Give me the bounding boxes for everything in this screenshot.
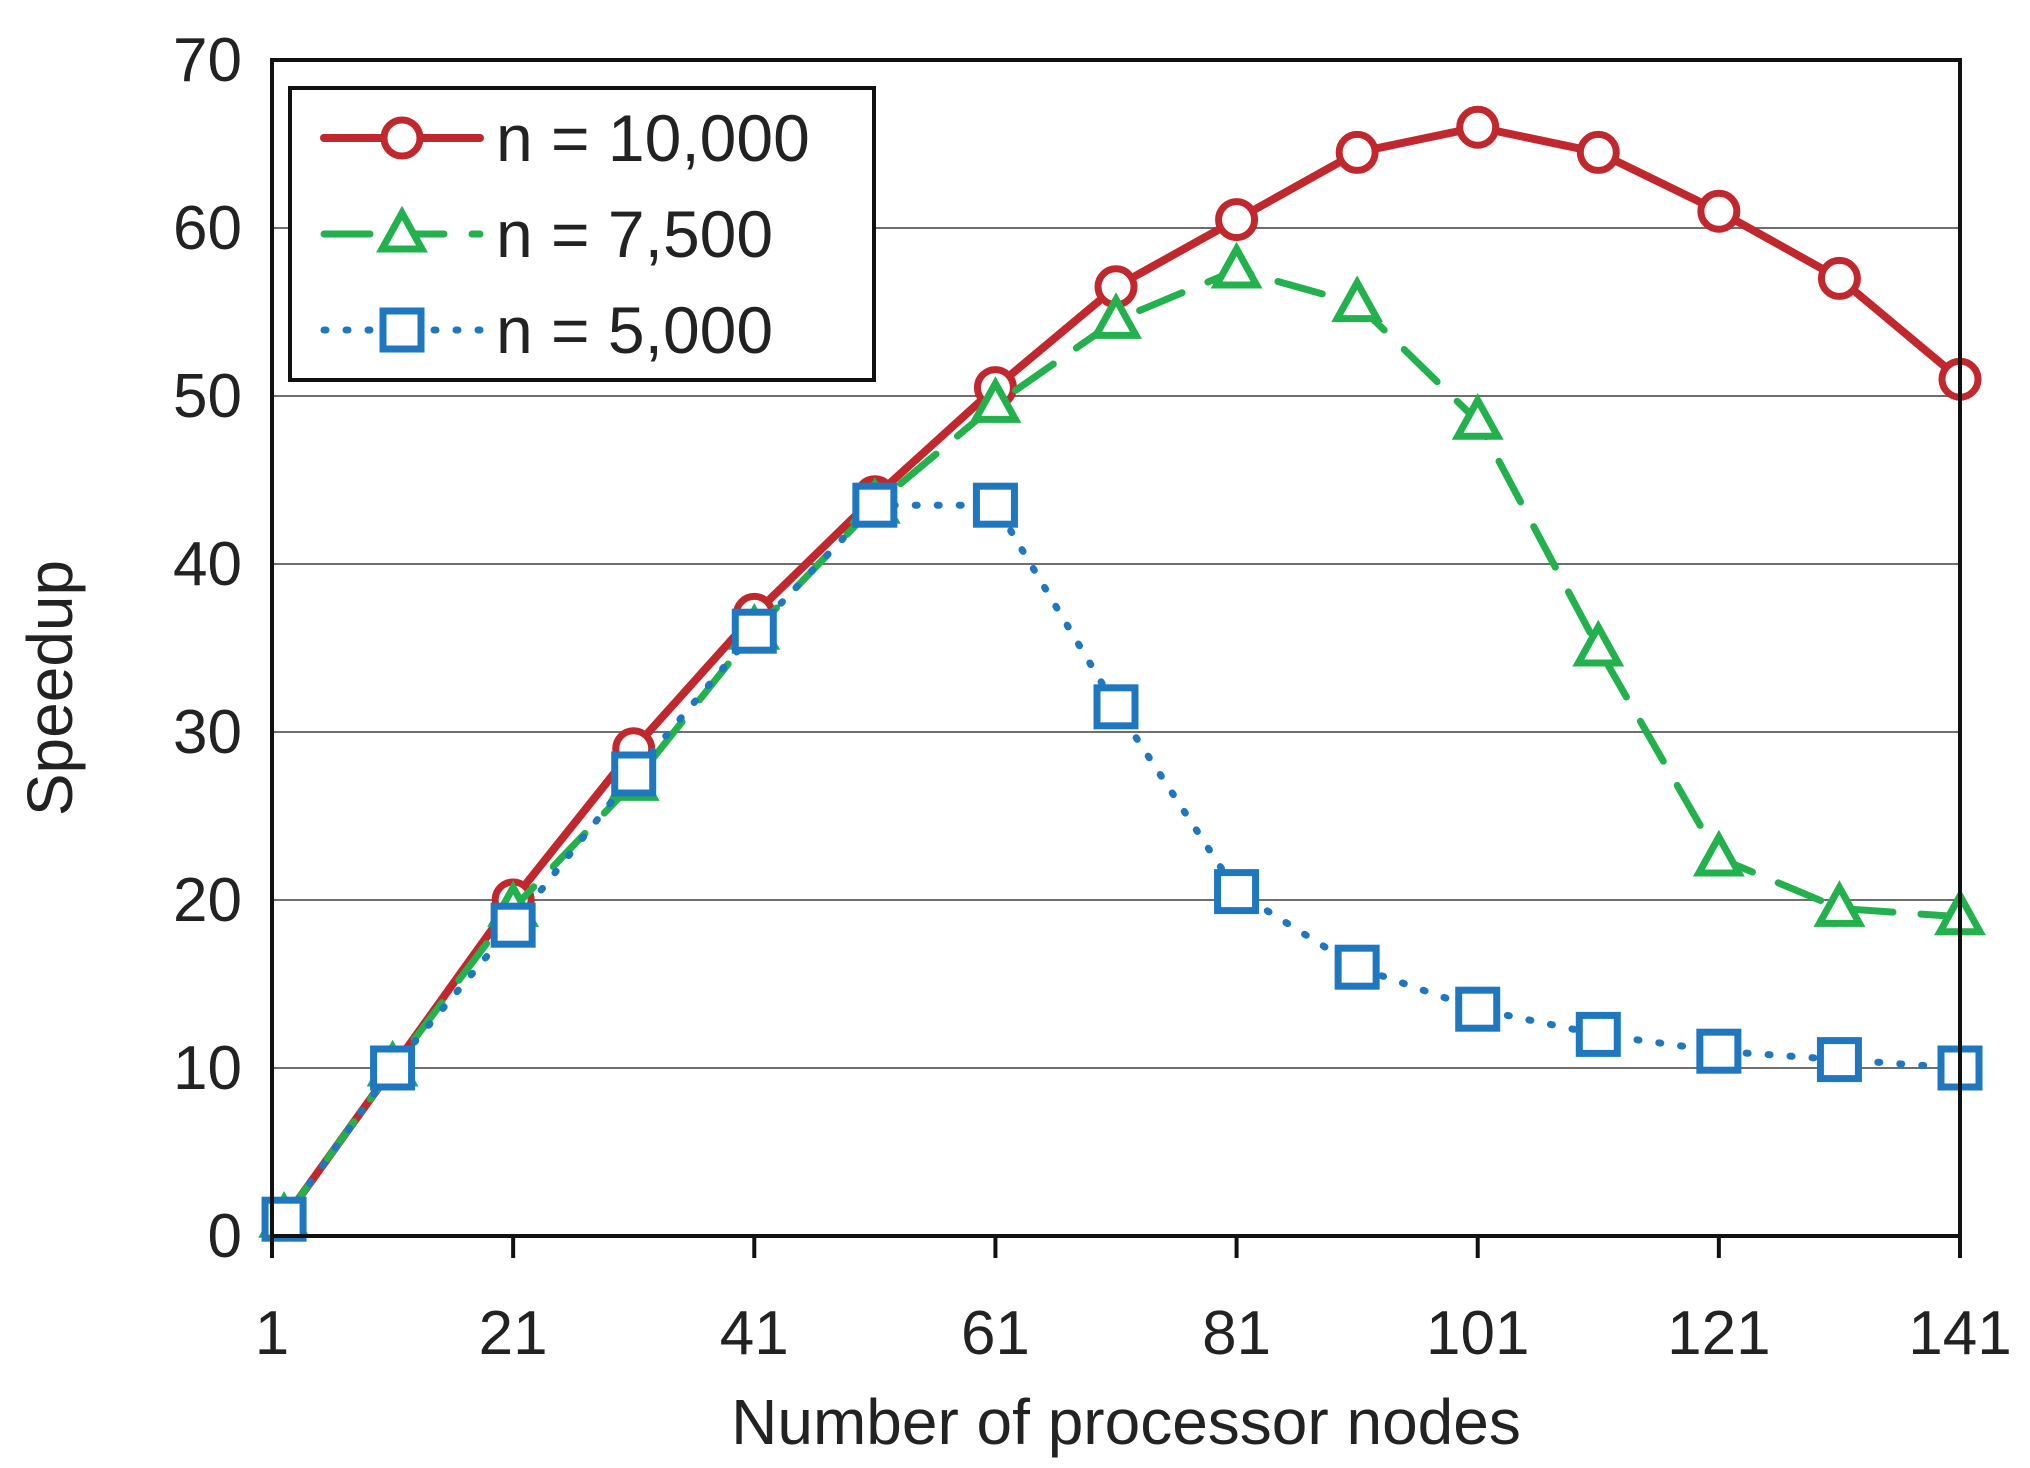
plot-area-frame (270, 58, 1962, 1238)
y-tick-label: 70 (173, 26, 242, 95)
y-tick-label: 10 (173, 1034, 242, 1103)
series-2-line (280, 501, 1964, 1223)
series-2-point (1334, 944, 1380, 990)
series-1-point (1090, 292, 1142, 339)
x-tick-label: 41 (720, 1299, 789, 1368)
x-tick-label: 81 (1202, 1299, 1271, 1368)
y-tick-label: 40 (173, 530, 242, 599)
y-tick-label: 20 (173, 866, 242, 935)
series-2-point (1816, 1037, 1862, 1083)
series-1-point (1813, 880, 1866, 927)
x-tick-label: 101 (1426, 1299, 1529, 1368)
series-2-point (490, 902, 536, 948)
series-2-point (611, 751, 657, 797)
series-2-point (731, 608, 777, 654)
series-1-point (1331, 275, 1384, 323)
series-2-point (370, 1045, 416, 1091)
series-2-point (1696, 1028, 1742, 1074)
series-2-point (852, 482, 898, 528)
legend-label-0: n = 10,000 (496, 101, 810, 175)
series-0-point (1576, 130, 1620, 174)
series-2-point (1455, 986, 1501, 1032)
series-1-point (1692, 829, 1745, 877)
y-tick-label: 0 (208, 1202, 242, 1271)
series-0-point (1456, 105, 1500, 149)
series-1-point (1451, 392, 1504, 440)
x-axis-title: Number of processor nodes (731, 1386, 1521, 1458)
x-tick-label: 1 (255, 1299, 289, 1368)
series-0-point (1697, 189, 1741, 233)
legend-label-2: n = 5,000 (496, 293, 773, 367)
x-tick-label: 21 (479, 1299, 548, 1368)
series-0-point (1335, 130, 1379, 174)
series-1-point (376, 205, 428, 253)
series-1-point (1210, 241, 1263, 289)
series-0-point (1215, 198, 1259, 242)
legend-label-1: n = 7,500 (496, 197, 773, 271)
series-1-line (280, 266, 1964, 1223)
series-0-point (1817, 256, 1861, 300)
series-1-point (1572, 619, 1625, 667)
x-tick-label: 121 (1667, 1299, 1770, 1368)
axis-ticks (270, 1236, 1962, 1258)
series-2-point (379, 307, 425, 353)
series-2-point (972, 482, 1018, 528)
legend: n = 10,000 n = 7,500 n = 5,000 (288, 86, 876, 382)
series-2-point (1214, 869, 1260, 915)
y-tick-label: 50 (173, 362, 242, 431)
series-2-point (1575, 1011, 1621, 1057)
x-tick-label: 61 (961, 1299, 1030, 1368)
y-tick-label: 60 (173, 194, 242, 263)
series-2-point (1093, 684, 1139, 730)
series-0-point (380, 116, 424, 160)
y-axis-title: Speedup (14, 560, 86, 816)
y-tick-label: 30 (173, 698, 242, 767)
x-tick-label: 141 (1908, 1299, 2011, 1368)
series-1-point (969, 376, 1022, 423)
